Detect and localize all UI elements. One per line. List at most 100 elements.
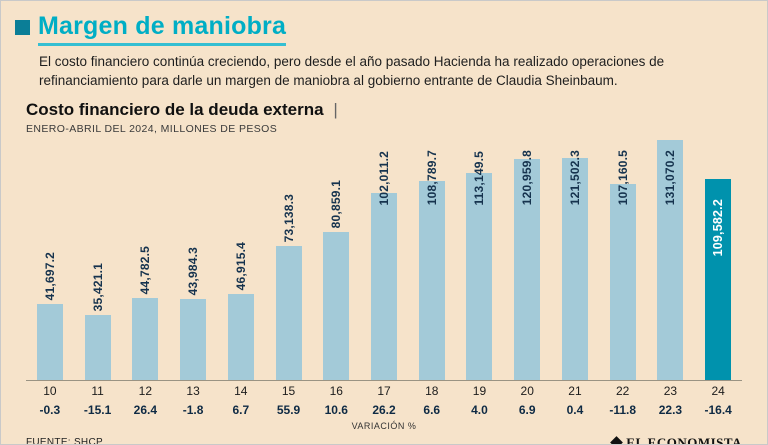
bar (371, 192, 397, 380)
bar-column: 121,502.3 (551, 134, 599, 380)
variation-value: 0.4 (566, 402, 584, 417)
source-label: FUENTE: SHCP (26, 437, 103, 445)
intro-text: El costo financiero continúa creciendo, … (39, 54, 665, 89)
variation-value: 26.4 (133, 402, 158, 417)
bar-value-label-wrap: 73,138.3 (265, 194, 313, 242)
bar-column: 107,160.5 (599, 134, 647, 380)
bar (180, 298, 207, 380)
bar (36, 303, 63, 380)
bar-column: 102,011.2 (360, 134, 408, 380)
bar-value-label: 73,138.3 (281, 194, 296, 243)
x-axis-year-label: 12 (138, 383, 153, 398)
page-title: Margen de maniobra (38, 13, 287, 47)
bar-column: 43,984.3 (169, 134, 217, 380)
x-axis-year-label: 22 (616, 383, 630, 398)
bar-value-label-wrap: 121,502.3 (551, 150, 599, 205)
el-economista-logo-text: EL ECONOMISTA (626, 434, 742, 445)
bar-value-label: 80,859.1 (329, 180, 344, 229)
bar-value-label: 108,789.7 (424, 150, 439, 206)
bar-value-label-wrap: 102,011.2 (360, 151, 408, 206)
x-axis-year-label: 24 (711, 383, 725, 398)
bar-value-label-wrap: 46,915.4 (217, 242, 265, 290)
bar (514, 158, 541, 380)
variation-value: -11.8 (609, 402, 637, 417)
variation-value: 26.2 (372, 402, 396, 417)
footer: FUENTE: SHCP EL ECONOMISTA (26, 434, 742, 445)
bar (227, 293, 254, 380)
bar-value-label-wrap: 108,789.7 (408, 150, 456, 205)
x-axis-year-label: 19 (472, 383, 487, 398)
variation-value: 10.6 (324, 402, 348, 417)
bar-column: 120,959.8 (503, 134, 551, 380)
bar (275, 245, 302, 380)
title-square-icon (15, 20, 30, 35)
bar (466, 172, 493, 380)
bar-value-label-wrap: 41,697.2 (26, 252, 74, 300)
bar-column: 73,138.3 (265, 134, 313, 380)
header: Margen de maniobra (1, 9, 767, 47)
bar-column: 80,859.1 (312, 134, 360, 380)
variation-value: 6.7 (232, 402, 250, 417)
variation-value: -16.4 (704, 402, 732, 417)
variation-value: -1.8 (182, 402, 204, 417)
bar-value-label: 35,421.1 (90, 263, 105, 312)
x-axis-year-label: 21 (568, 383, 582, 398)
bar-value-label: 109,582.2 (711, 199, 726, 257)
x-axis-year-label: 23 (663, 383, 678, 398)
el-economista-logo: EL ECONOMISTA (610, 434, 742, 445)
bar-highlighted (705, 178, 732, 380)
bar (418, 180, 445, 380)
bar (323, 231, 350, 380)
bar-value-label-wrap: 113,149.5 (456, 151, 504, 206)
bar-value-label: 113,149.5 (472, 151, 487, 206)
chart-subtitle: ENERO-ABRIL DEL 2024, MILLONES DE PESOS (26, 122, 278, 135)
years-row: 10 11 12 13 14 15 16 17 18 19 20 21 22 23 24 (26, 384, 742, 398)
bar-value-label: 102,011.2 (377, 151, 391, 206)
x-axis-year-label: 11 (91, 383, 104, 398)
bar-value-label-wrap: 109,582.2 (694, 199, 742, 256)
bar (84, 314, 111, 380)
bars-row: 41,697.2 35,421.1 44,782.5 43,984.3 46,915.4… (26, 135, 742, 381)
bar-value-label: 43,984.3 (186, 247, 201, 296)
variation-value: 4.0 (471, 402, 488, 417)
bar-column: 131,070.2 (647, 134, 695, 380)
x-axis-year-label: 10 (43, 383, 57, 398)
bar-value-label-wrap: 43,984.3 (169, 247, 217, 295)
bar-value-label: 46,915.4 (233, 242, 248, 291)
x-axis-year-label: 17 (377, 383, 391, 398)
x-axis-year-label: 14 (234, 383, 248, 398)
bar-column: 46,915.4 (217, 134, 265, 380)
bar-column: 113,149.5 (456, 134, 504, 380)
x-axis-year-label: 15 (281, 383, 296, 398)
bar-value-label-wrap: 44,782.5 (121, 246, 169, 294)
bar-value-label-wrap: 120,959.8 (503, 150, 551, 205)
bar-column: 44,782.5 (121, 134, 169, 380)
variation-value: 22.3 (658, 402, 683, 417)
bar-value-label: 107,160.5 (615, 150, 630, 206)
bar-value-label: 121,502.3 (567, 150, 582, 206)
bar-value-label: 44,782.5 (138, 246, 153, 295)
chart-header: Costo financiero de la deuda externa | E… (26, 100, 767, 135)
bar (561, 157, 588, 380)
bar-value-label-wrap: 131,070.2 (647, 150, 695, 205)
bar-value-label: 41,697.2 (42, 252, 57, 301)
bar-value-label-wrap: 80,859.1 (312, 180, 360, 228)
bar-column: 41,697.2 (26, 134, 74, 380)
x-axis-year-label: 20 (520, 383, 534, 398)
variation-value: 6.9 (518, 402, 536, 417)
bar (132, 297, 159, 380)
bar-value-label-wrap: 107,160.5 (599, 150, 647, 205)
variation-value: -15.1 (83, 402, 112, 417)
variation-axis-label: VARIACIÓN % (351, 420, 417, 431)
bar-column: 108,789.7 (408, 134, 456, 380)
bar-column: 35,421.1 (74, 134, 122, 380)
chart-title: Costo financiero de la deuda externa | (26, 100, 767, 120)
bar (657, 139, 684, 380)
bar-value-label-wrap: 35,421.1 (74, 263, 122, 311)
bar-column: 109,582.2 (694, 134, 742, 380)
x-axis-year-label: 16 (329, 383, 343, 398)
chart-title-separator: | (333, 99, 338, 119)
chart-title-text: Costo financiero de la deuda externa (26, 99, 324, 119)
variation-value: 6.6 (423, 402, 441, 417)
